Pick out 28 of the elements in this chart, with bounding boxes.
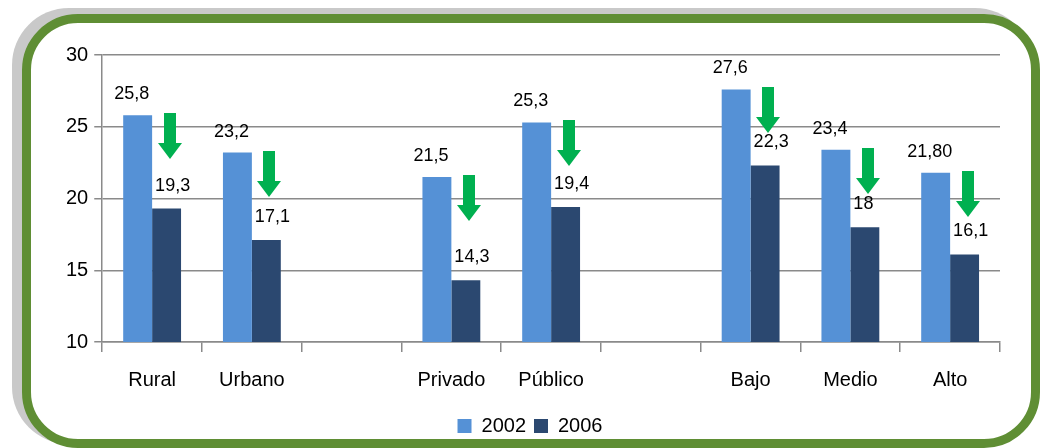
data-label: 19,4	[554, 173, 590, 194]
y-tick-label: 25	[66, 114, 89, 137]
x-tick-label: Público	[518, 367, 584, 390]
data-label: 17,1	[254, 206, 290, 227]
legend-label: 2006	[558, 413, 603, 436]
x-tick-label: Rural	[128, 367, 177, 390]
data-label: 23,2	[213, 120, 249, 141]
data-label: 21,80	[907, 140, 953, 161]
x-tick-label: Medio	[823, 367, 878, 390]
legend-label: 2002	[481, 413, 527, 436]
data-label: 21,5	[413, 144, 449, 165]
data-label: 23,4	[812, 117, 848, 138]
y-tick-label: 30	[66, 42, 89, 65]
x-tick-label: Bajo	[730, 367, 771, 390]
data-label: 25,3	[513, 90, 549, 111]
data-label: 19,3	[155, 174, 191, 195]
data-label: 25,8	[114, 83, 150, 104]
x-tick-label: Alto	[932, 367, 968, 390]
data-label: 18	[853, 193, 874, 214]
x-tick-label: Privado	[417, 367, 486, 390]
y-tick-label: 15	[66, 257, 89, 280]
data-label: 14,3	[454, 246, 490, 267]
x-tick-label: Urbano	[219, 367, 285, 390]
data-label: 22,3	[753, 131, 789, 152]
y-tick-label: 20	[66, 186, 89, 209]
data-label: 16,1	[953, 220, 989, 241]
y-tick-label: 10	[66, 329, 89, 352]
data-label: 27,6	[712, 57, 748, 78]
